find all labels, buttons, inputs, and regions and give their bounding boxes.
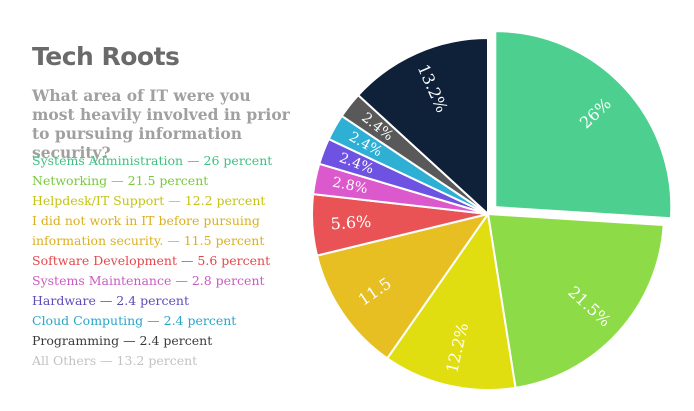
pie-slice: [356, 36, 489, 217]
chart-title: Tech Roots: [32, 42, 180, 71]
legend: Systems Administration — 26 percent Netwo…: [32, 151, 302, 371]
legend-item: Software Development — 5.6 percent: [32, 253, 271, 268]
legend-item: I did not work in IT before pursuing inf…: [32, 213, 265, 248]
pie-slice: [486, 212, 665, 389]
slice-label: 2.8%: [331, 174, 369, 197]
legend-item: Systems Administration — 26 percent: [32, 153, 273, 168]
legend-item: Networking — 21.5 percent: [32, 173, 209, 188]
pie-chart: 26%21.5%12.2%11.55.6%2.8%2.4%2.4%2.4%13.…: [311, 30, 673, 391]
legend-item: Programming — 2.4 percent: [32, 333, 213, 348]
pie-slice: [385, 211, 517, 391]
legend-item: Helpdesk/IT Support — 12.2 percent: [32, 193, 266, 208]
pie-slice: [494, 30, 673, 220]
legend-item: Systems Maintenance — 2.8 percent: [32, 273, 265, 288]
legend-item: Hardware — 2.4 percent: [32, 293, 190, 308]
legend-item: Cloud Computing — 2.4 percent: [32, 313, 237, 328]
legend-item: All Others — 13.2 percent: [32, 353, 198, 368]
pie-slice: [315, 212, 491, 360]
chart-subtitle: What area of IT were you most heavily in…: [32, 86, 290, 162]
slice-label: 5.6%: [330, 212, 372, 234]
